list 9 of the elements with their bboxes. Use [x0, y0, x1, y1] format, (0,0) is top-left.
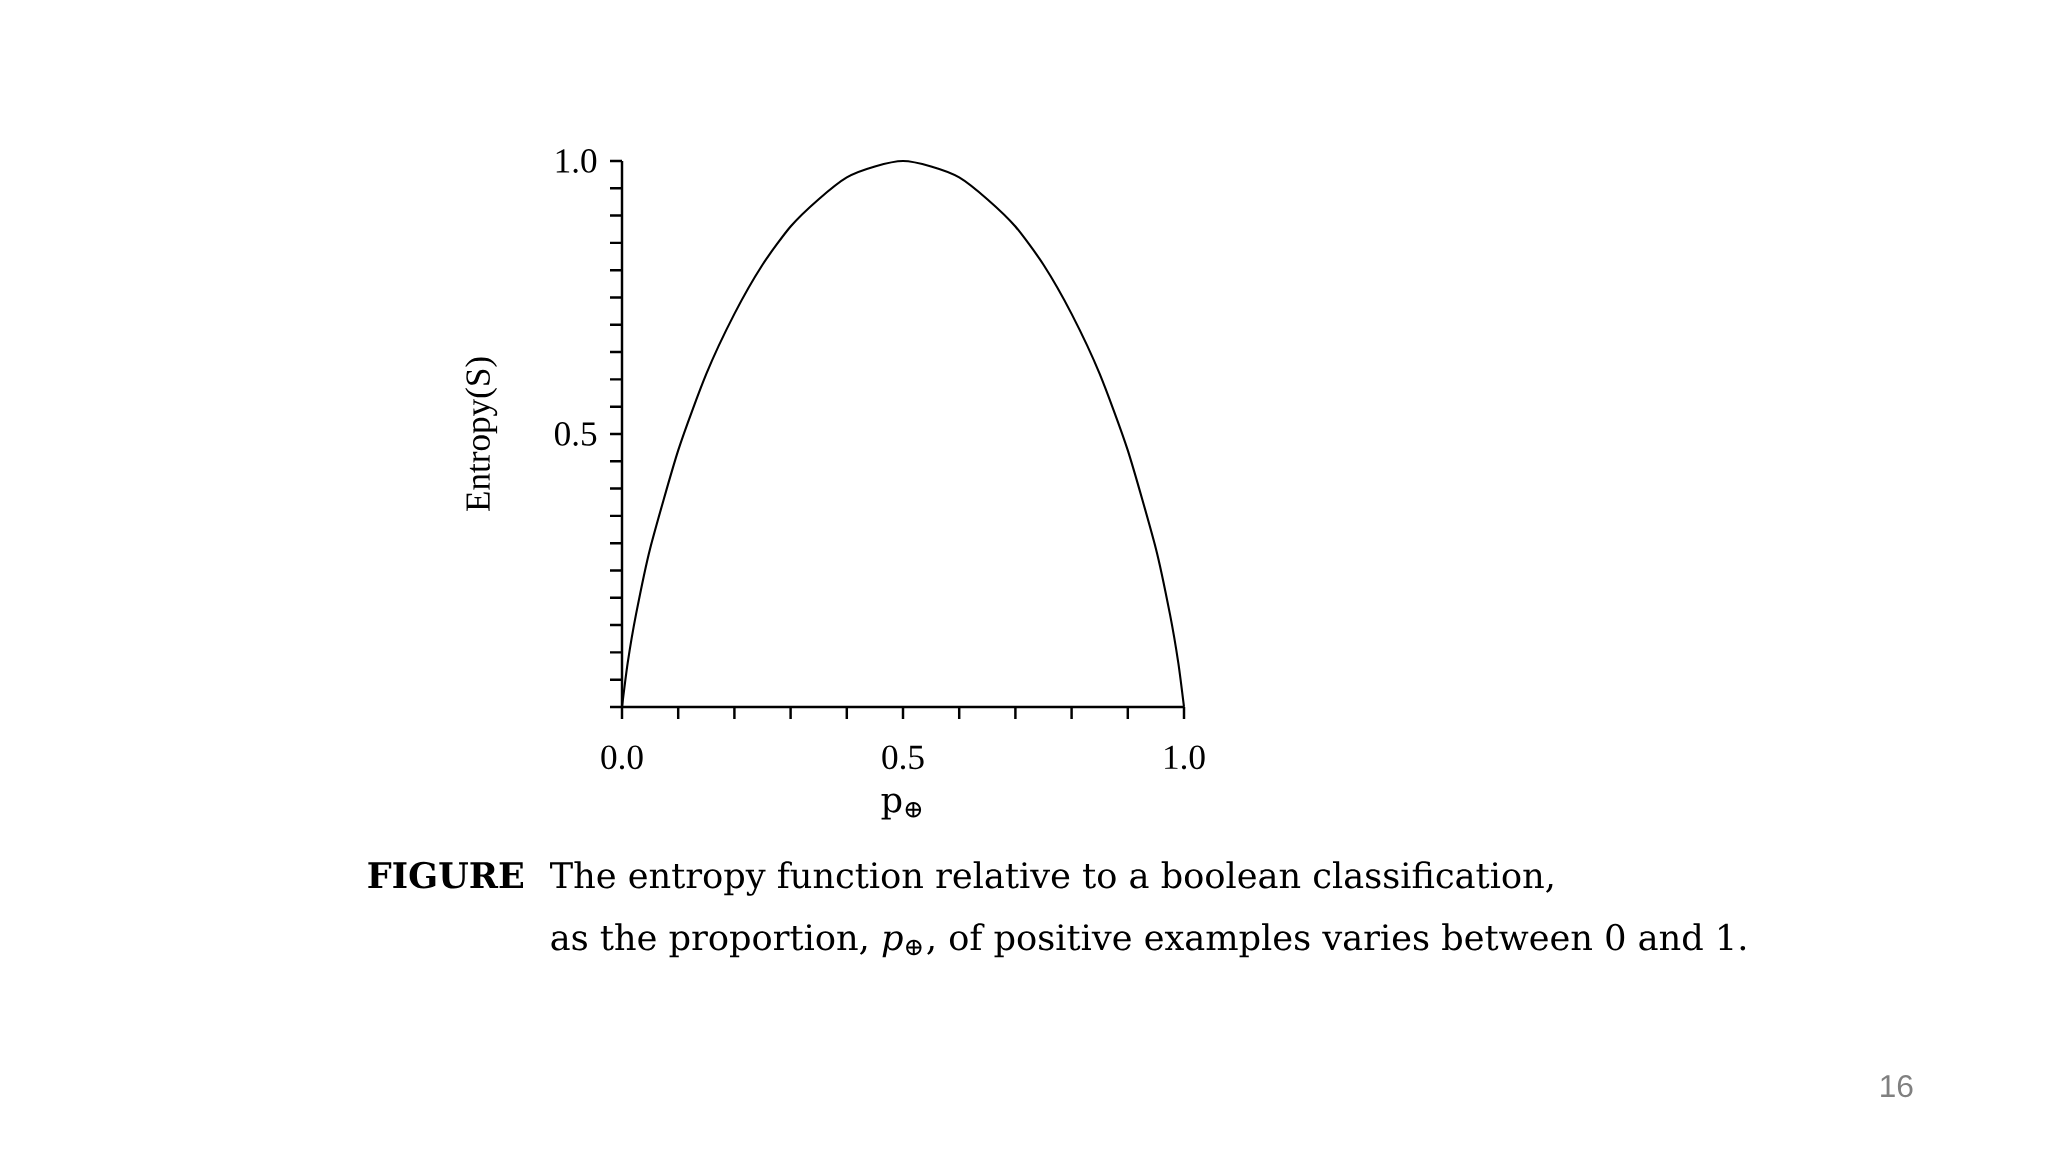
- text: FIGURE: [368, 861, 523, 889]
- text: 16: [1881, 1074, 1913, 1098]
- x-axis-title: p$_{⊕}$: [881, 793, 922, 820]
- x-tick-label: 0.5: [882, 745, 924, 770]
- x-tick-label: 0.0: [601, 745, 643, 770]
- text: as the proportion, p$_{⊕}$, of positive examples varies between 0 and 1.: [551, 923, 1746, 958]
- x-tick-label: 1.0: [1165, 745, 1205, 770]
- text: The entropy function relative to a boolean classification,: [550, 861, 1553, 896]
- y-axis-title: Entropy(S): [465, 357, 498, 512]
